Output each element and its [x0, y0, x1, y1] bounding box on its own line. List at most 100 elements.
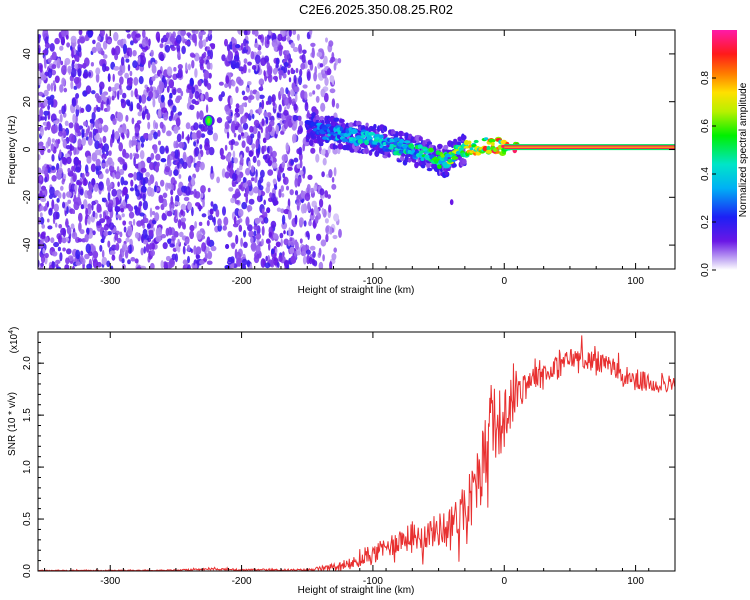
heatmap-cell — [195, 246, 202, 255]
heatmap-cell — [240, 237, 244, 247]
heatmap-cell — [266, 146, 270, 154]
heatmap-cell — [447, 158, 453, 163]
heatmap-cell — [364, 139, 369, 146]
heatmap-cell — [257, 34, 262, 40]
heatmap-cell — [121, 213, 125, 218]
heatmap-cell — [258, 107, 263, 114]
heatmap-cell — [151, 211, 156, 216]
heatmap-cell — [56, 198, 60, 203]
heatmap-cell — [112, 118, 117, 125]
heatmap-cell — [108, 222, 115, 231]
heatmap-cell — [167, 99, 174, 106]
heatmap-cell — [179, 231, 184, 238]
heatmap-cell — [100, 227, 103, 237]
heatmap-cell — [98, 123, 103, 129]
heatmap-cell — [206, 62, 212, 70]
heatmap-cell — [272, 101, 276, 107]
heatmap-cell — [59, 84, 64, 93]
heatmap-cell — [118, 87, 123, 96]
heatmap-cell — [39, 107, 43, 118]
heatmap-cell — [39, 176, 43, 181]
heatmap-cell — [320, 102, 326, 112]
heatmap-cell — [84, 234, 89, 243]
heatmap-cell — [128, 205, 134, 212]
heatmap-cell — [91, 46, 97, 54]
heatmap-cell — [85, 207, 88, 217]
heatmap-cell — [329, 226, 333, 235]
heatmap-cell — [71, 48, 74, 59]
heatmap-cell — [40, 126, 44, 137]
heatmap-cell — [230, 60, 237, 70]
heatmap-cell — [149, 262, 155, 269]
heatmap-cell — [195, 202, 201, 207]
heatmap-cell — [93, 183, 99, 192]
heatmap-cell — [265, 132, 270, 141]
heatmap-cell — [174, 149, 179, 159]
heatmap-cell — [123, 180, 129, 186]
heatmap-cell — [137, 56, 141, 65]
heatmap-cell — [148, 229, 154, 237]
heatmap-cell — [39, 64, 43, 73]
heatmap-cell — [243, 241, 248, 248]
heatmap-cell — [177, 238, 180, 245]
heatmap-cell — [297, 115, 302, 122]
heatmap-cell — [55, 259, 61, 264]
heatmap-cell — [276, 262, 280, 268]
heatmap-cell — [62, 247, 66, 252]
heatmap-cell — [248, 198, 255, 205]
heatmap-cell — [85, 85, 92, 95]
colorbar-tick-label: 0.0 — [700, 263, 711, 277]
heatmap-cell — [160, 179, 165, 187]
heatmap-cell — [50, 98, 54, 108]
heatmap-cell — [122, 243, 128, 252]
heatmap-cell — [39, 205, 44, 211]
heatmap-cell — [258, 78, 265, 86]
heatmap-cell — [183, 196, 190, 202]
heatmap-cell — [299, 238, 303, 244]
heatmap-cell — [471, 144, 477, 148]
heatmap-cell — [125, 58, 130, 63]
heatmap-cell — [283, 238, 290, 246]
heatmap-cell — [194, 221, 198, 229]
heatmap-cell — [397, 130, 404, 137]
heatmap-cell — [47, 136, 52, 147]
heatmap-cell — [240, 42, 244, 51]
heatmap-cell — [44, 36, 49, 45]
heatmap-cell — [177, 162, 180, 169]
heatmap-cell — [74, 184, 78, 192]
heatmap-cell — [300, 250, 307, 257]
heatmap-cell — [50, 82, 54, 92]
heatmap-cell — [96, 261, 102, 268]
heatmap-cell — [77, 138, 82, 148]
colorbar-tick-label: 0.2 — [700, 215, 711, 229]
heatmap-cell — [173, 180, 177, 185]
heatmap-cell — [153, 131, 158, 140]
heatmap-cell — [194, 52, 200, 62]
heatmap-cell — [42, 49, 48, 55]
heatmap-cell — [171, 253, 177, 260]
heatmap-cell — [194, 263, 198, 269]
heatmap-cell — [247, 61, 252, 66]
heatmap-cell — [71, 97, 77, 107]
heatmap-cell — [341, 138, 348, 143]
y-tick-label: -20 — [22, 190, 33, 205]
heatmap-cell — [403, 140, 411, 144]
heatmap-cell — [287, 240, 291, 247]
heatmap-cell — [53, 120, 59, 125]
y-tick-label: 40 — [22, 48, 33, 60]
snr-frame — [37, 331, 676, 572]
heatmap-cell — [150, 49, 154, 57]
heatmap-cell — [308, 92, 313, 97]
heatmap-cell — [108, 86, 112, 92]
heatmap-cell — [428, 147, 434, 152]
heatmap-cell — [73, 201, 80, 211]
heatmap-cell — [271, 162, 278, 169]
heatmap-cell — [204, 142, 210, 151]
heatmap-cell — [302, 143, 306, 152]
heatmap-cell — [303, 91, 308, 101]
heatmap-cell — [368, 132, 376, 136]
heatmap-cell — [120, 98, 125, 104]
heatmap-cell — [127, 100, 131, 107]
heatmap-cell — [216, 176, 221, 184]
heatmap-cell — [61, 105, 66, 115]
